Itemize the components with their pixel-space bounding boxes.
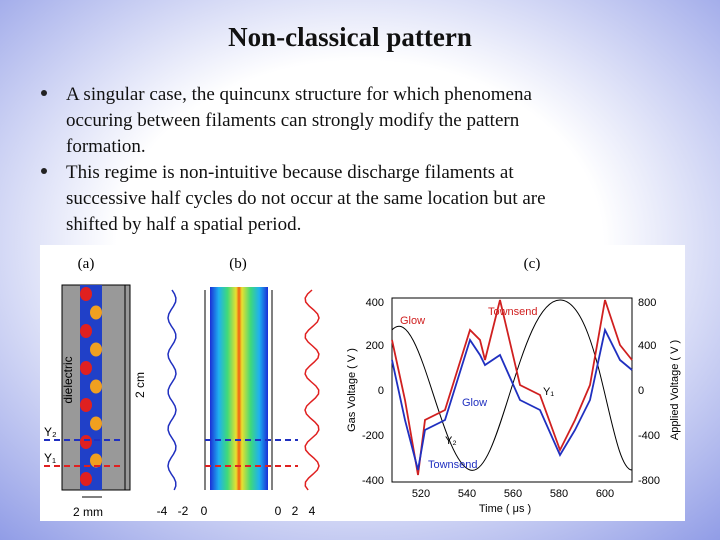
y-tick-label: 400: [366, 297, 384, 309]
applied-voltage: [391, 299, 633, 471]
filament: [90, 305, 102, 320]
x-tick-label: 560: [504, 488, 522, 500]
bullet-line: A singular case, the quincunx structure …: [66, 84, 532, 105]
annotation: Y₁: [543, 386, 554, 398]
x-tick-label: 580: [550, 488, 568, 500]
annotation: Glow: [462, 397, 487, 409]
bullet-dot: [41, 90, 47, 96]
bullet-line: occuring between filaments can strongly …: [66, 110, 520, 131]
y2-tick-label: 0: [638, 385, 644, 397]
tick-label: -4: [157, 504, 168, 518]
bullet-line: This regime is non-intuitive because dis…: [66, 162, 514, 183]
gas-voltage-y2: [391, 327, 633, 471]
figure-box: [40, 245, 685, 521]
annotation: Townsend: [488, 306, 538, 318]
annotation: Y₂: [445, 435, 457, 447]
panel-label: (b): [229, 256, 247, 272]
annotation: Glow: [400, 315, 425, 327]
y-axis-label: Gas Voltage ( V ): [346, 348, 358, 432]
tick-label: 2: [292, 504, 299, 518]
y1-label: Y₁: [44, 451, 56, 465]
filament: [90, 342, 102, 357]
x-axis-label: Time ( μs ): [479, 503, 531, 515]
x-tick-label: 600: [596, 488, 614, 500]
y2-tick-label: 400: [638, 340, 656, 352]
bullet-line: formation.: [66, 136, 146, 157]
filament: [80, 398, 92, 412]
filament: [80, 324, 92, 338]
filament: [80, 435, 92, 449]
y2-label: Y₂: [44, 425, 57, 439]
profile-y2: [167, 289, 177, 491]
bullet-line: shifted by half a spatial period.: [66, 214, 301, 235]
bullet-dot: [41, 168, 47, 174]
y2-tick-label: -800: [638, 475, 660, 487]
panel-label: (a): [78, 256, 95, 272]
filament: [90, 379, 102, 394]
y-tick-label: 0: [378, 385, 384, 397]
plot-frame: [391, 297, 633, 483]
side-label: dielectric: [61, 356, 75, 403]
filament: [80, 472, 92, 486]
x-tick-label: 520: [412, 488, 430, 500]
bullet-line: successive half cycles do not occur at t…: [66, 188, 546, 209]
filament: [80, 287, 92, 301]
bullets: A singular case, the quincunx structure …: [41, 84, 546, 235]
tick-label: 4: [309, 504, 316, 518]
filament: [80, 361, 92, 375]
y2-axis-label: Applied Voltage ( V ): [669, 340, 681, 440]
intensity-map: [210, 287, 268, 490]
panel-label: (c): [524, 256, 541, 272]
tick-label: 0: [275, 504, 282, 518]
width-label: 2 mm: [73, 505, 103, 519]
y-tick-label: 200: [366, 340, 384, 352]
filaments: [80, 287, 102, 486]
y2-tick-label: -400: [638, 430, 660, 442]
tick-label: 0: [201, 504, 208, 518]
figure: (a) dielectric 2 cm Y₂ Y₁ 2 mm (b) -4 -2…: [40, 245, 685, 521]
annotation: Townsend: [428, 459, 478, 471]
tick-label: -2: [178, 504, 189, 518]
y2-tick-label: 800: [638, 297, 656, 309]
scale-label: 2 cm: [133, 372, 147, 398]
profile-y1: [304, 289, 320, 491]
title: Non-classical pattern: [228, 22, 472, 52]
filament: [90, 453, 102, 468]
y-tick-label: -400: [362, 475, 384, 487]
x-tick-label: 540: [458, 488, 476, 500]
y-tick-label: -200: [362, 430, 384, 442]
filament: [90, 416, 102, 431]
